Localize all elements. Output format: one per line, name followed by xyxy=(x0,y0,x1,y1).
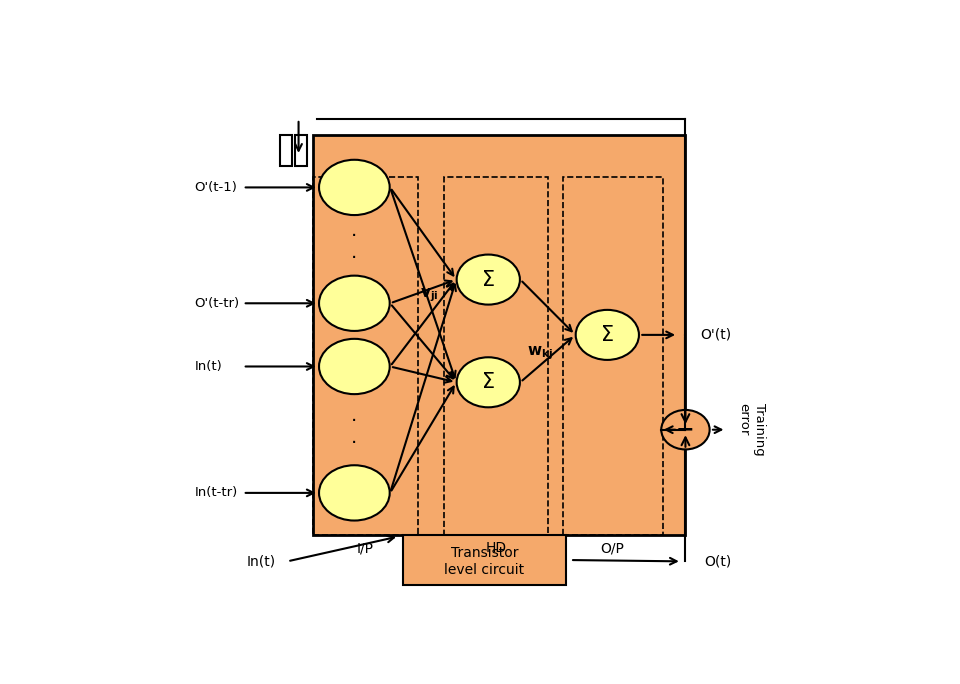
Text: −: − xyxy=(676,420,695,440)
Ellipse shape xyxy=(319,276,390,331)
Text: O(t): O(t) xyxy=(704,554,732,568)
Text: O'(t): O'(t) xyxy=(701,328,732,342)
Text: In(t): In(t) xyxy=(194,360,222,373)
Text: O'(t-1): O'(t-1) xyxy=(194,181,237,194)
Ellipse shape xyxy=(319,465,390,521)
Ellipse shape xyxy=(319,339,390,394)
Text: O/P: O/P xyxy=(601,541,624,555)
FancyBboxPatch shape xyxy=(403,535,566,585)
Ellipse shape xyxy=(457,357,520,407)
Text: level circuit: level circuit xyxy=(444,563,524,577)
Text: $\mathbf{w_{kj}}$: $\mathbf{w_{kj}}$ xyxy=(527,345,553,362)
Ellipse shape xyxy=(576,310,639,360)
Text: Training
error: Training error xyxy=(737,404,765,456)
Text: ·
·: · · xyxy=(351,228,357,269)
FancyBboxPatch shape xyxy=(313,135,685,535)
Text: I/P: I/P xyxy=(357,541,374,555)
Ellipse shape xyxy=(457,254,520,304)
Text: Transistor: Transistor xyxy=(451,546,518,560)
Text: $\mathbf{v_{ji}}$: $\mathbf{v_{ji}}$ xyxy=(420,287,438,304)
Text: In(t-tr): In(t-tr) xyxy=(194,486,238,499)
Ellipse shape xyxy=(661,410,709,449)
Text: $\Sigma$: $\Sigma$ xyxy=(600,325,614,345)
Text: HD: HD xyxy=(485,541,506,555)
Text: In(t): In(t) xyxy=(247,554,276,568)
FancyBboxPatch shape xyxy=(280,135,292,166)
Ellipse shape xyxy=(319,160,390,215)
Text: $\Sigma$: $\Sigma$ xyxy=(481,372,495,393)
Text: ·
·: · · xyxy=(351,412,357,453)
FancyBboxPatch shape xyxy=(295,135,307,166)
Text: O'(t-tr): O'(t-tr) xyxy=(194,297,240,310)
Text: $\Sigma$: $\Sigma$ xyxy=(481,269,495,289)
